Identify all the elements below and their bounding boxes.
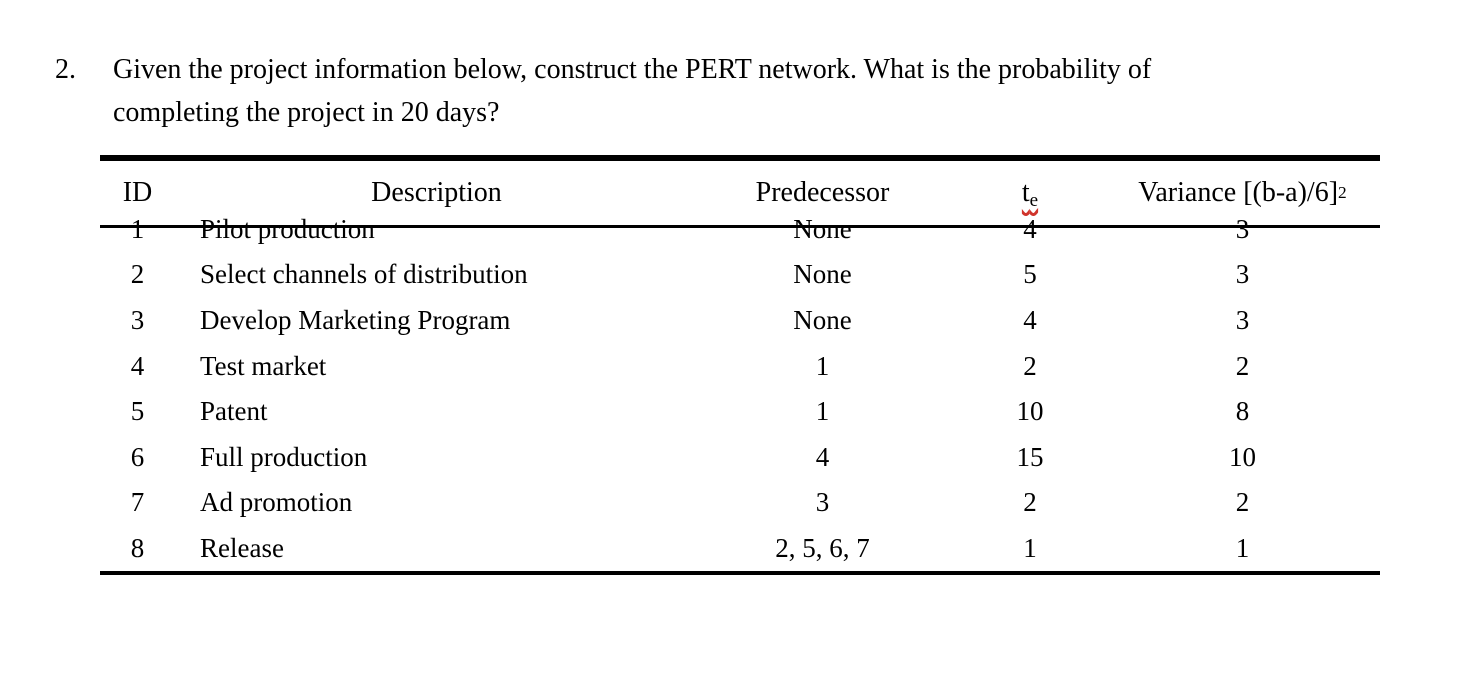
cell-predecessor: 3 bbox=[815, 487, 830, 518]
cell-description: Release bbox=[200, 533, 284, 564]
cell-te: 15 bbox=[1016, 441, 1044, 472]
cell-id: 1 bbox=[130, 213, 145, 244]
cell-variance: 2 bbox=[1235, 487, 1250, 518]
column-header-te: te bbox=[985, 161, 1075, 228]
cell-id: 3 bbox=[130, 305, 145, 336]
question-block: 2. Given the project information below, … bbox=[55, 48, 1151, 134]
cell-variance: 3 bbox=[1235, 213, 1250, 244]
cell-id: 7 bbox=[130, 487, 145, 518]
te-symbol: t bbox=[1021, 177, 1030, 208]
cell-predecessor: 1 bbox=[815, 396, 830, 427]
te-subscript: e bbox=[1029, 189, 1039, 211]
cell-te: 10 bbox=[1016, 396, 1044, 427]
cell-te: 1 bbox=[1023, 533, 1037, 564]
column-header-description: Description bbox=[175, 161, 660, 228]
cell-predecessor: None bbox=[793, 213, 852, 244]
cell-predecessor: None bbox=[793, 305, 852, 336]
cell-description: Patent bbox=[200, 396, 268, 427]
cell-te: 5 bbox=[1023, 259, 1037, 290]
cell-variance: 2 bbox=[1235, 350, 1250, 381]
variance-formula: Variance [(b-a)/6] bbox=[1138, 177, 1339, 208]
cell-description: Select channels of distribution bbox=[200, 259, 528, 290]
cell-variance: 10 bbox=[1229, 441, 1256, 472]
cell-predecessor: 1 bbox=[815, 350, 830, 381]
cell-id: 4 bbox=[130, 350, 145, 381]
question-text: Given the project information below, con… bbox=[113, 48, 1151, 134]
cell-te: 4 bbox=[1023, 213, 1037, 244]
cell-variance: 1 bbox=[1235, 533, 1250, 564]
cell-id: 2 bbox=[130, 259, 145, 290]
te-symbol-with-spellcheck-squiggle: te bbox=[1021, 177, 1039, 211]
cell-te: 2 bbox=[1023, 350, 1037, 381]
question-number: 2. bbox=[55, 54, 76, 85]
cell-variance: 3 bbox=[1235, 305, 1250, 336]
question-line-2: completing the project in 20 days? bbox=[113, 97, 500, 128]
cell-id: 5 bbox=[130, 396, 145, 427]
cell-id: 8 bbox=[130, 533, 145, 564]
cell-id: 6 bbox=[130, 441, 145, 472]
cell-variance: 3 bbox=[1235, 259, 1250, 290]
cell-predecessor: 4 bbox=[815, 441, 830, 472]
cell-description: Ad promotion bbox=[200, 487, 353, 518]
cell-description: Develop Marketing Program bbox=[200, 305, 511, 336]
cell-description: Full production bbox=[200, 441, 368, 472]
cell-description: Test market bbox=[200, 350, 327, 381]
cell-description: Pilot production bbox=[200, 213, 375, 244]
cell-predecessor: None bbox=[793, 259, 852, 290]
cell-te: 2 bbox=[1023, 487, 1037, 518]
pert-activity-table: ID Description Predecessor te Variance [… bbox=[100, 155, 1380, 576]
column-header-variance: Variance [(b-a)/6] 2 bbox=[1075, 161, 1380, 228]
column-header-predecessor: Predecessor bbox=[660, 161, 985, 228]
cell-variance: 8 bbox=[1235, 396, 1250, 427]
question-line-1: Given the project information below, con… bbox=[113, 54, 1152, 85]
column-header-id: ID bbox=[100, 161, 175, 228]
cell-te: 4 bbox=[1023, 305, 1037, 336]
cell-predecessor: 2, 5, 6, 7 bbox=[775, 533, 870, 564]
